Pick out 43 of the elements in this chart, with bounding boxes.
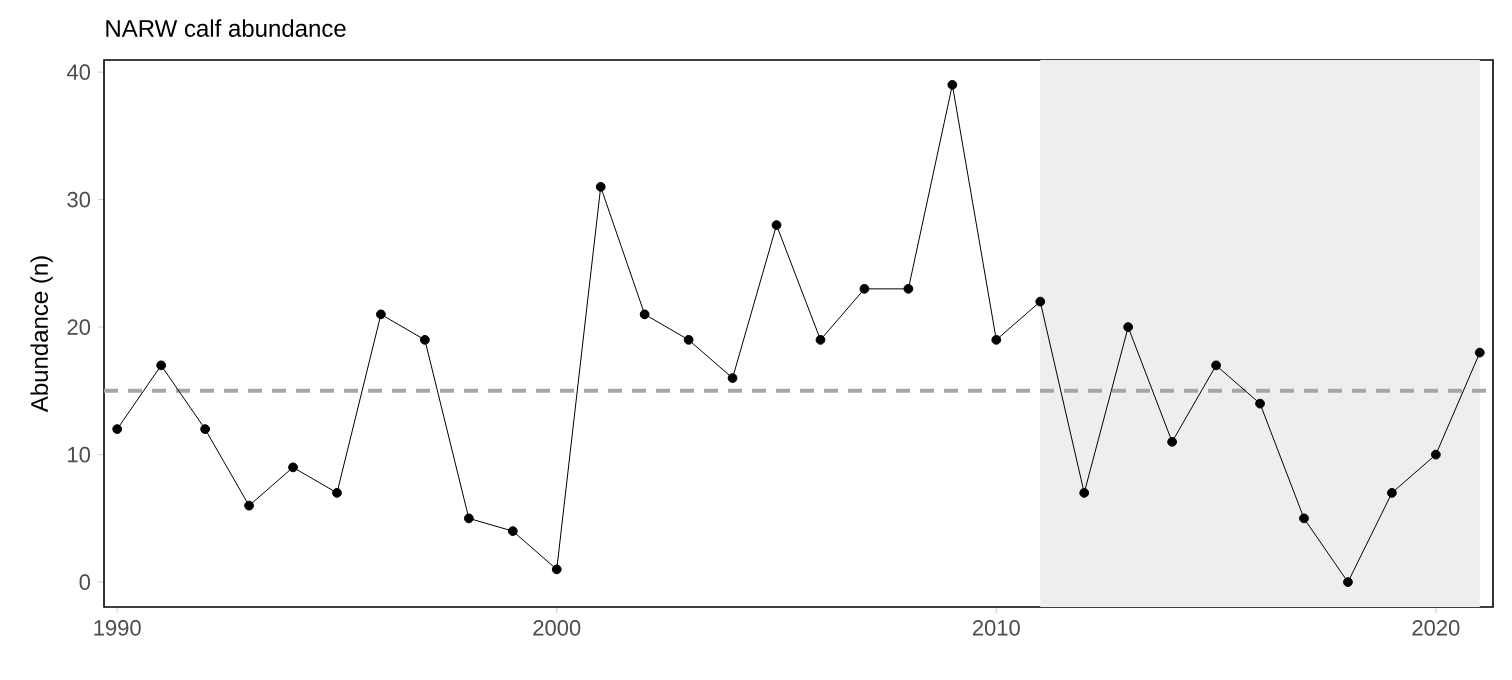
point xyxy=(1211,360,1221,371)
point xyxy=(332,487,342,498)
point xyxy=(683,334,694,345)
point xyxy=(507,526,518,537)
point xyxy=(288,462,298,473)
point xyxy=(727,373,738,384)
point xyxy=(1123,322,1134,333)
y-axis-title: Abundance (n) xyxy=(30,256,53,413)
point xyxy=(244,500,254,511)
point xyxy=(815,334,826,345)
point xyxy=(1167,436,1178,447)
point xyxy=(991,334,1002,345)
x-tick-label: 2010 xyxy=(972,620,1020,636)
point xyxy=(112,424,123,435)
point xyxy=(1430,449,1441,460)
point xyxy=(1387,487,1397,498)
point xyxy=(1474,347,1485,358)
point xyxy=(639,309,650,320)
point xyxy=(156,360,167,371)
point xyxy=(947,79,958,90)
point xyxy=(463,513,474,524)
chart-title: NARW calf abundance xyxy=(106,19,346,37)
x-tick-label: 1990 xyxy=(94,620,141,636)
point xyxy=(903,283,914,294)
y-tick-label: 0 xyxy=(79,574,91,590)
point xyxy=(771,220,782,231)
x-tick-label: 2020 xyxy=(1412,620,1460,636)
y-tick-label: 20 xyxy=(67,319,91,335)
point xyxy=(1035,296,1046,307)
point xyxy=(1343,577,1353,588)
point xyxy=(595,181,606,192)
x-tick-label: 2000 xyxy=(533,620,581,636)
y-tick-label: 10 xyxy=(68,446,91,463)
point xyxy=(376,309,386,320)
point xyxy=(200,424,211,435)
y-tick-label: 40 xyxy=(66,64,91,80)
y-tick-label: 30 xyxy=(67,191,91,208)
point xyxy=(1299,513,1309,524)
point xyxy=(1079,487,1090,498)
point xyxy=(551,564,562,575)
point xyxy=(419,334,430,345)
point xyxy=(859,283,870,294)
point xyxy=(1255,398,1265,409)
